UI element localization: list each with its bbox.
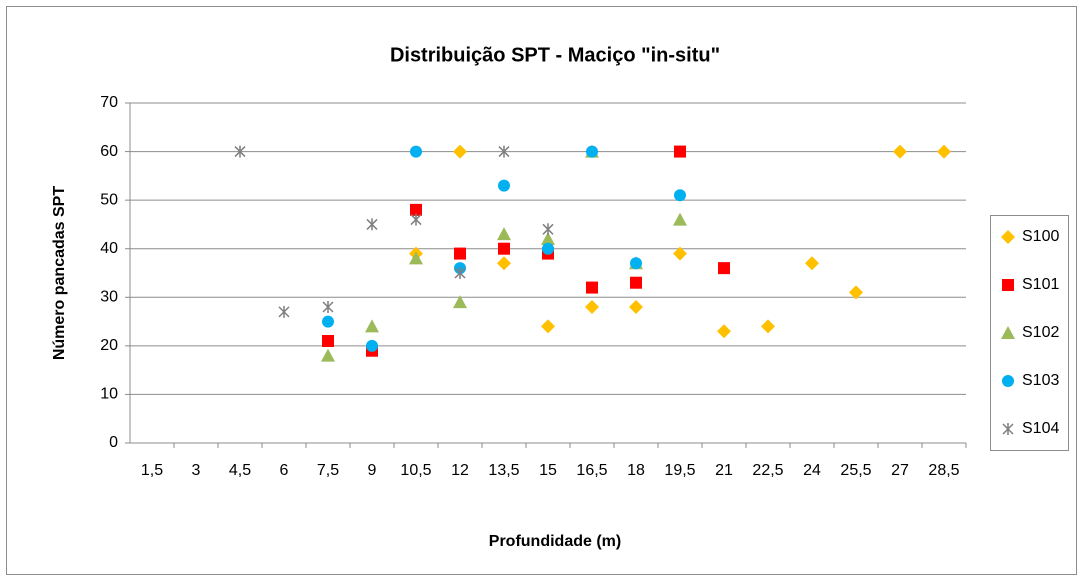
x-tick-label: 7,5 bbox=[317, 462, 339, 479]
chart-frame bbox=[6, 6, 1077, 575]
y-tick-label: 10 bbox=[100, 386, 118, 403]
point bbox=[365, 319, 379, 333]
point bbox=[585, 300, 599, 314]
point bbox=[805, 256, 819, 271]
point bbox=[366, 218, 378, 231]
point bbox=[454, 267, 466, 279]
x-tick-label: 9 bbox=[368, 462, 377, 479]
point bbox=[498, 179, 510, 192]
point bbox=[673, 246, 687, 261]
point bbox=[629, 300, 643, 314]
legend-label: S104 bbox=[1022, 420, 1059, 437]
x-tick-label: 19,5 bbox=[664, 462, 695, 479]
point bbox=[542, 223, 554, 236]
point bbox=[937, 144, 951, 159]
y-tick-label: 70 bbox=[100, 94, 118, 111]
x-tick-label: 6 bbox=[280, 462, 289, 479]
legend-label: S100 bbox=[1022, 228, 1059, 245]
point bbox=[586, 145, 598, 158]
legend-box bbox=[990, 215, 1069, 451]
point bbox=[453, 295, 467, 309]
point bbox=[497, 256, 511, 271]
point bbox=[410, 203, 422, 216]
point bbox=[234, 145, 246, 158]
point bbox=[366, 339, 378, 352]
x-tick-label: 24 bbox=[803, 462, 821, 479]
y-tick-label: 30 bbox=[100, 289, 118, 306]
legend-label: S101 bbox=[1022, 276, 1059, 293]
x-tick-label: 25,5 bbox=[840, 462, 871, 479]
point bbox=[717, 324, 731, 339]
legend-marker bbox=[1002, 375, 1014, 387]
legend-label: S102 bbox=[1022, 324, 1059, 341]
y-tick-label: 40 bbox=[100, 240, 118, 257]
y-tick-label: 20 bbox=[100, 337, 118, 354]
point bbox=[586, 281, 598, 294]
point bbox=[498, 145, 510, 158]
point bbox=[410, 145, 422, 158]
legend-marker bbox=[1001, 230, 1015, 244]
legend-marker bbox=[1002, 423, 1014, 435]
point bbox=[322, 301, 334, 313]
x-axis-label: Profundidade (m) bbox=[489, 533, 621, 550]
point bbox=[497, 227, 511, 241]
point bbox=[541, 232, 555, 245]
point bbox=[541, 319, 555, 334]
y-axis-label: Número pancadas SPT bbox=[51, 186, 68, 361]
y-tick-label: 0 bbox=[109, 434, 118, 451]
point bbox=[673, 212, 687, 226]
y-tick-label: 60 bbox=[100, 143, 118, 160]
x-tick-label: 21 bbox=[715, 462, 733, 479]
x-tick-label: 4,5 bbox=[229, 462, 251, 479]
point bbox=[322, 335, 334, 347]
point bbox=[498, 242, 510, 255]
point bbox=[278, 305, 290, 318]
x-tick-label: 28,5 bbox=[928, 462, 959, 479]
x-tick-label: 16,5 bbox=[576, 462, 607, 479]
x-tick-label: 22,5 bbox=[752, 462, 783, 479]
point bbox=[321, 348, 335, 362]
legend-label: S103 bbox=[1022, 372, 1059, 389]
point bbox=[893, 144, 907, 159]
legend-marker bbox=[1002, 279, 1014, 291]
x-tick-label: 27 bbox=[891, 462, 909, 479]
x-tick-label: 15 bbox=[539, 462, 557, 479]
x-tick-label: 3 bbox=[192, 462, 201, 479]
x-tick-label: 18 bbox=[627, 462, 645, 479]
point bbox=[322, 315, 334, 328]
point bbox=[542, 242, 554, 255]
x-tick-label: 10,5 bbox=[400, 462, 431, 479]
y-tick-label: 50 bbox=[100, 191, 118, 208]
point bbox=[410, 213, 422, 226]
point bbox=[454, 247, 466, 260]
x-tick-label: 13,5 bbox=[488, 462, 519, 479]
x-tick-label: 12 bbox=[451, 462, 469, 479]
point bbox=[718, 262, 730, 275]
legend-marker bbox=[1001, 326, 1015, 339]
x-tick-label: 1,5 bbox=[141, 462, 163, 479]
point bbox=[453, 144, 467, 159]
point bbox=[849, 285, 863, 300]
point bbox=[674, 145, 686, 158]
point bbox=[409, 251, 423, 265]
point bbox=[630, 257, 642, 270]
chart-title: Distribuição SPT - Maciço "in-situ" bbox=[390, 44, 720, 66]
point bbox=[674, 189, 686, 202]
point bbox=[630, 276, 642, 289]
point bbox=[761, 319, 775, 334]
